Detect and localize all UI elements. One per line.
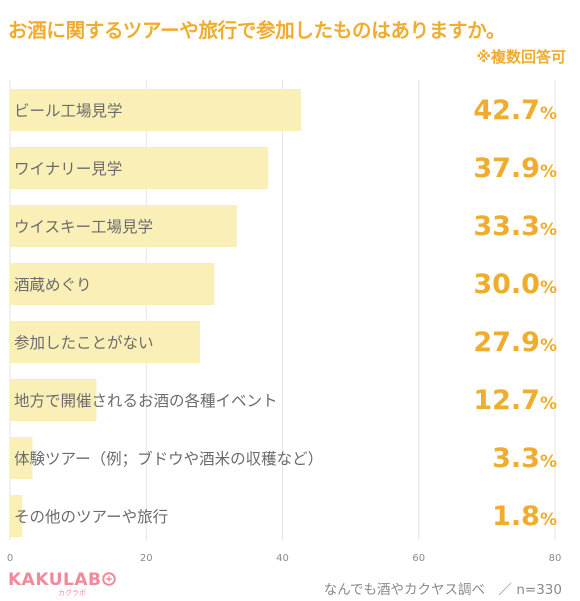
value-number-2: 33.3 [473, 211, 540, 242]
category-labels: ビール工場見学ワイナリー見学ウイスキー工場見学酒蔵めぐり参加したことがない地方で… [14, 102, 323, 526]
x-tick-20: 20 [140, 553, 153, 564]
category-label-0: ビール工場見学 [14, 102, 123, 120]
value-number-3: 30.0 [473, 269, 540, 300]
value-number-4: 27.9 [473, 327, 540, 358]
category-label-3: 酒蔵めぐり [14, 276, 92, 294]
category-label-4: 参加したことがない [14, 334, 154, 352]
bar-0 [10, 89, 301, 131]
logo-subtext: カクラボ [58, 589, 86, 597]
bar-7 [10, 495, 23, 537]
chart-title: お酒に関するツアーや旅行で参加したものはありますか。 [8, 19, 506, 42]
x-tick-80: 80 [549, 553, 562, 564]
bar-4 [10, 321, 201, 363]
source-note: なんでも酒やカクヤス調べ ／ n=330 [323, 582, 562, 598]
category-label-6: 体験ツアー（例；ブドウや酒米の収穫など） [14, 449, 323, 468]
bar-6 [10, 437, 33, 479]
value-unit-4: % [540, 336, 557, 356]
value-unit-7: % [540, 510, 557, 530]
category-label-1: ワイナリー見学 [14, 160, 122, 178]
bar-3 [10, 263, 215, 305]
value-label-3: 30.0% [473, 269, 557, 300]
value-label-0: 42.7% [473, 95, 557, 126]
bar-5 [10, 379, 97, 421]
value-label-2: 33.3% [473, 211, 557, 242]
value-unit-6: % [540, 452, 557, 472]
value-label-6: 3.3% [492, 443, 557, 474]
value-number-5: 12.7 [473, 385, 540, 416]
x-axis-ticks: 0 20 40 60 80 [7, 553, 562, 564]
value-label-5: 12.7% [473, 385, 557, 416]
value-number-6: 3.3 [492, 443, 540, 474]
value-unit-3: % [540, 278, 557, 298]
category-label-7: その他のツアーや旅行 [14, 508, 168, 526]
bars [10, 89, 301, 537]
value-label-1: 37.9% [473, 153, 557, 184]
logo-circle-icon [102, 572, 117, 586]
category-label-5: 地方で開催されるお酒の各種イベント [14, 392, 278, 410]
bar-1 [10, 147, 269, 189]
bar-2 [10, 205, 237, 247]
x-tick-0: 0 [7, 553, 13, 564]
value-number-0: 42.7 [473, 95, 540, 126]
value-unit-2: % [540, 220, 557, 240]
category-label-2: ウイスキー工場見学 [14, 218, 153, 236]
value-labels: 42.7%37.9%33.3%30.0%27.9%12.7%3.3%1.8% [473, 95, 557, 532]
value-label-7: 1.8% [492, 501, 557, 532]
value-number-7: 1.8 [492, 501, 540, 532]
chart-subtitle: ※複数回答可 [476, 48, 566, 66]
value-unit-1: % [540, 162, 557, 182]
kakulabo-logo: KAKULAB [8, 570, 117, 590]
value-number-1: 37.9 [473, 153, 540, 184]
value-label-4: 27.9% [473, 327, 557, 358]
x-tick-60: 60 [412, 553, 425, 564]
logo-text: KAKULAB [8, 570, 102, 590]
value-unit-5: % [540, 394, 557, 414]
x-tick-40: 40 [276, 553, 289, 564]
value-unit-0: % [540, 104, 557, 124]
bar-chart: ビール工場見学ワイナリー見学ウイスキー工場見学酒蔵めぐり参加したことがない地方で… [7, 80, 562, 564]
